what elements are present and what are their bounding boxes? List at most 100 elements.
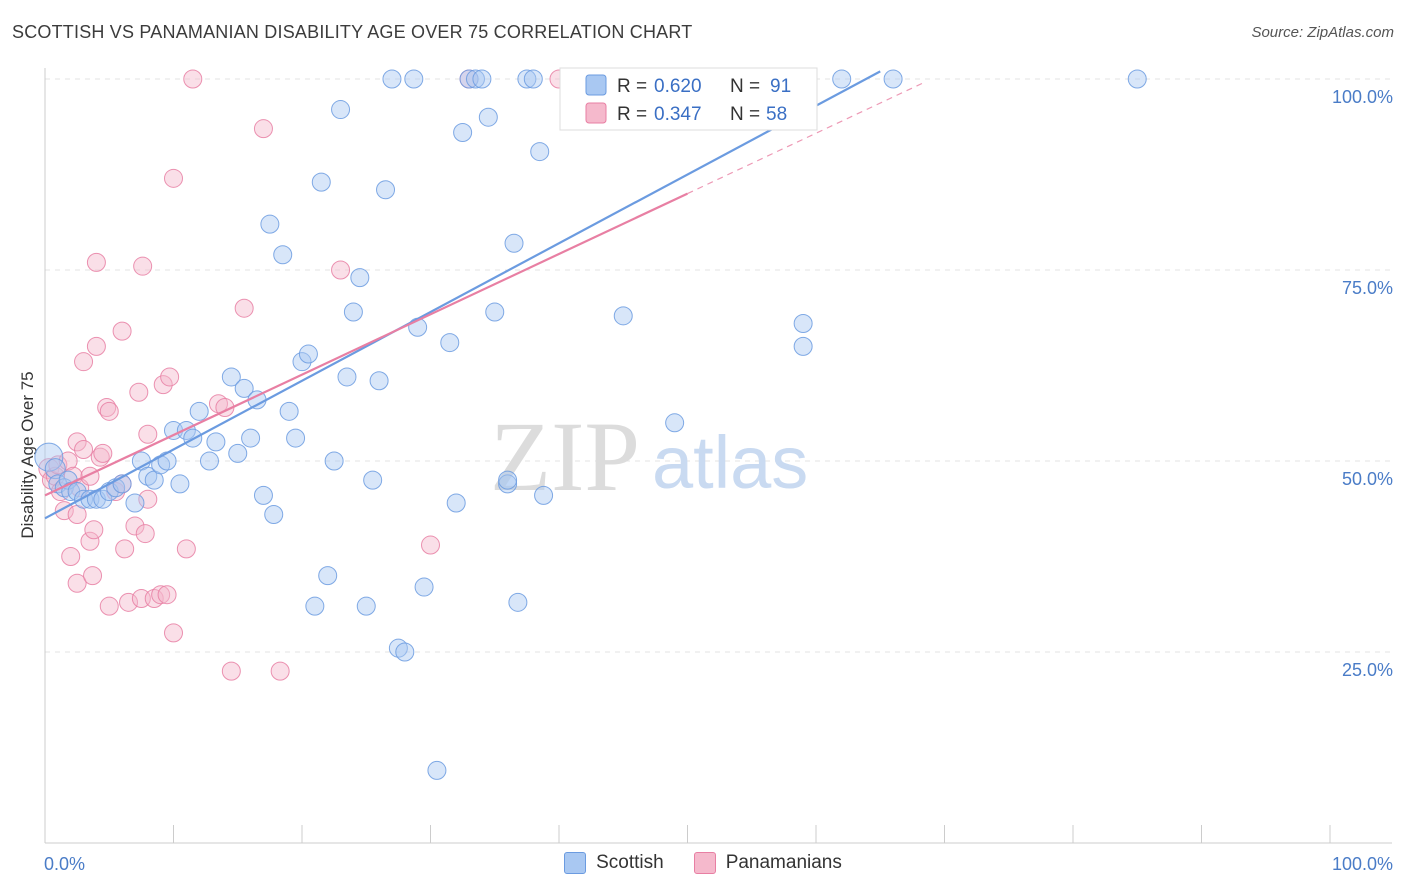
scottish-point <box>286 428 306 448</box>
panamanians-point <box>164 168 183 188</box>
panamanians-point <box>58 451 78 471</box>
panamanians-point <box>157 585 177 605</box>
panamanians-point <box>331 260 351 280</box>
panamanians-point <box>421 535 440 555</box>
scottish-trend-line <box>44 70 881 520</box>
panamanians-point <box>115 539 135 559</box>
panamanians-point <box>160 367 180 387</box>
panamanians-point <box>221 661 241 681</box>
scottish-point <box>382 69 402 89</box>
panamanians-point <box>138 489 158 509</box>
panamanians-point <box>164 623 183 643</box>
y-tick-label-50: 50.0% <box>1342 469 1393 489</box>
scottish-point <box>157 451 177 471</box>
scottish-point <box>264 504 284 524</box>
scottish-point <box>273 245 293 265</box>
chart-title: SCOTTISH VS PANAMANIAN DISABILITY AGE OV… <box>12 22 693 42</box>
panamanians-point <box>253 119 273 139</box>
panamanians-point <box>270 661 290 681</box>
scottish-point <box>318 566 338 586</box>
panamanians-point <box>125 516 145 536</box>
scottish-point <box>343 302 363 322</box>
panamanians-point <box>61 547 81 566</box>
scottish-point <box>414 577 434 597</box>
scottish-point <box>298 344 318 364</box>
panamanians-point <box>83 566 103 586</box>
scottish-point <box>189 401 209 421</box>
panamanians-point <box>151 585 171 605</box>
panamanians-point <box>74 440 94 460</box>
scottish-point <box>44 458 66 480</box>
scottish-point <box>793 313 813 333</box>
scottish-point <box>369 371 389 391</box>
legend-r-label-scottish: R = <box>617 76 647 97</box>
panamanians-point <box>129 382 149 402</box>
scottish-point <box>504 233 524 253</box>
legend-swatch-scottish <box>585 74 607 96</box>
panamanians-point <box>183 69 203 89</box>
scottish-point <box>472 69 492 89</box>
scottish-point <box>832 69 852 89</box>
scottish-point <box>337 367 357 387</box>
scottish-point <box>478 107 498 127</box>
scottish-point <box>350 268 370 288</box>
panamanians-label: Panamanians <box>725 852 842 873</box>
watermark: ZIP atlas <box>490 401 808 512</box>
panamanians-point <box>135 524 155 544</box>
scottish-label: Scottish <box>596 852 664 873</box>
scottish-point <box>517 69 537 89</box>
scottish-point <box>34 442 64 472</box>
scottish-point <box>305 596 325 616</box>
scottish-point <box>324 451 344 471</box>
tick-labels: 25.0% 50.0% 75.0% 100.0% 0.0% 100.0% <box>44 87 1393 874</box>
x-tick-label-min: 0.0% <box>44 854 85 874</box>
legend-swatch-panamanians <box>585 102 607 124</box>
scottish-point <box>883 69 903 89</box>
scottish-point <box>292 352 312 372</box>
panamanians-point <box>99 596 119 616</box>
gridlines <box>45 78 1392 653</box>
scottish-point <box>485 302 505 322</box>
scottish-point <box>465 69 485 89</box>
panamanians-point <box>67 432 87 452</box>
scottish-point <box>508 592 528 612</box>
panamanians-point <box>38 458 60 480</box>
series-legend-scottish[interactable]: Scottish <box>564 852 664 874</box>
y-tick-label-75: 75.0% <box>1342 278 1393 298</box>
scottish-point <box>440 333 460 353</box>
scottish-point <box>311 172 331 192</box>
legend-n-label-scottish: N = <box>730 76 760 97</box>
watermark-zip: ZIP <box>490 401 640 512</box>
scottish-point <box>395 642 415 662</box>
x-tick-label-max: 100.0% <box>1332 854 1393 874</box>
legend-r-label-panamanians: R = <box>617 104 647 125</box>
scottish-swatch <box>564 852 587 874</box>
scottish-point <box>613 306 633 326</box>
scottish-point <box>404 69 424 89</box>
panamanians-point <box>234 298 254 318</box>
scottish-point <box>221 367 241 387</box>
panamanians-trend-line <box>44 192 688 497</box>
scottish-point <box>376 180 396 200</box>
panamanians-point <box>86 252 106 272</box>
panamanians-point <box>67 573 87 593</box>
axes <box>44 68 1392 844</box>
scottish-point <box>446 493 466 513</box>
panamanians-point <box>119 592 139 612</box>
scottish-point <box>199 451 219 471</box>
scottish-point <box>363 470 383 490</box>
legend-r-value-panamanians: 0.347 <box>654 104 702 125</box>
panamanians-point <box>153 375 173 395</box>
scottish-point <box>260 214 280 234</box>
panamanians-point <box>74 352 94 372</box>
panamanians-point <box>99 401 119 421</box>
scottish-point <box>427 760 447 780</box>
series-legend-panamanians[interactable]: Panamanians <box>693 852 842 874</box>
legend-r-value-scottish: 0.620 <box>654 76 702 97</box>
panamanians-point <box>93 443 113 463</box>
scottish-point <box>665 413 685 433</box>
scottish-point <box>206 432 226 452</box>
scottish-point <box>530 142 550 162</box>
scottish-point <box>523 69 543 89</box>
